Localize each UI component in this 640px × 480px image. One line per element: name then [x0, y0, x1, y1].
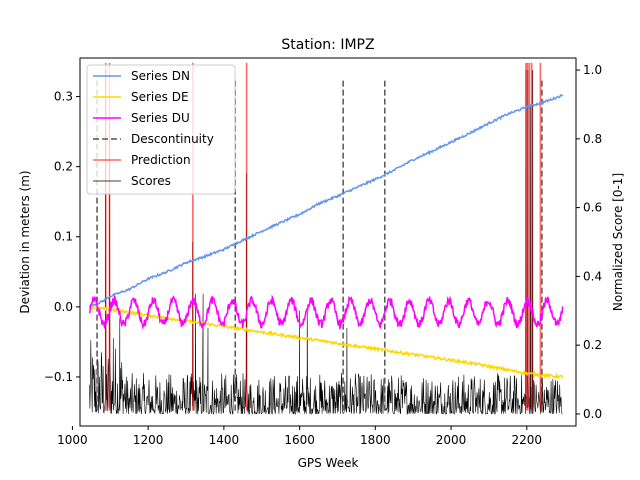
y-right-tick-label: 0.4	[583, 269, 602, 283]
y-axis-left: −0.1 0.0 0.1 0.2 0.3	[44, 90, 80, 384]
y-left-tick-label: 0.3	[54, 90, 73, 104]
y-left-tick-label: 0.2	[54, 160, 73, 174]
y-right-tick-label: 0.6	[583, 201, 602, 215]
x-tick-label: 1000	[57, 433, 88, 447]
legend-label: Prediction	[131, 153, 191, 167]
y-right-tick-label: 0.2	[583, 338, 602, 352]
legend-box	[86, 64, 236, 195]
y-axis-left-label: Deviation in meters (m)	[18, 170, 32, 313]
x-tick-label: 1200	[133, 433, 164, 447]
legend-label: Series DE	[131, 90, 189, 104]
y-right-tick-label: 0.8	[583, 132, 602, 146]
series-du-line	[88, 294, 564, 331]
legend-label: Series DU	[131, 111, 190, 125]
y-axis-right-label: Normalized Score [0-1]	[611, 173, 625, 311]
legend-label: Series DN	[131, 69, 190, 83]
y-left-tick-label: −0.1	[44, 370, 73, 384]
y-left-tick-label: 0.1	[54, 230, 73, 244]
x-axis: 1000 1200 1400 1600 1800 2000 2200	[57, 426, 542, 447]
x-tick-label: 1600	[284, 433, 315, 447]
chart-title: Station: IMPZ	[281, 37, 374, 53]
legend-label: Descontinuity	[131, 132, 214, 146]
x-tick-label: 2200	[512, 433, 543, 447]
y-right-tick-label: 1.0	[583, 63, 602, 77]
legend: Series DN Series DE Series DU Descontinuity…	[86, 64, 236, 195]
x-axis-label: GPS Week	[298, 456, 359, 470]
scores-line	[89, 69, 563, 416]
y-right-tick-label: 0.0	[583, 407, 602, 421]
series-dn-line	[88, 94, 564, 309]
y-axis-right: 0.0 0.2 0.4 0.6 0.8 1.0	[576, 63, 602, 421]
legend-label: Scores	[131, 174, 171, 188]
plot-frame	[79, 57, 577, 427]
y-left-tick-label: 0.0	[54, 300, 73, 314]
x-tick-label: 2000	[436, 433, 467, 447]
plot-data	[88, 62, 564, 416]
x-tick-label: 1400	[209, 433, 240, 447]
x-tick-label: 1800	[360, 433, 391, 447]
series-de-line	[89, 303, 564, 380]
